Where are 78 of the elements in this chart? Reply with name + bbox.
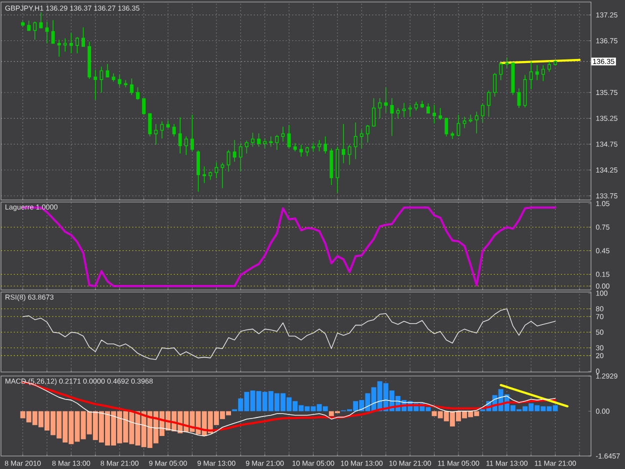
candlestick	[330, 148, 334, 186]
candlestick	[548, 61, 551, 72]
candlestick	[281, 126, 285, 142]
candlestick	[444, 118, 448, 137]
candlestick	[257, 132, 261, 148]
candlestick	[468, 114, 472, 123]
candlestick	[118, 74, 122, 88]
candlestick	[299, 144, 303, 157]
candlestick	[372, 98, 376, 127]
candlestick	[33, 21, 37, 40]
candlestick	[305, 146, 309, 156]
candlestick	[184, 136, 188, 156]
candlestick	[76, 36, 79, 54]
candlestick	[263, 138, 267, 149]
candlestick	[45, 21, 49, 44]
candlestick	[450, 131, 454, 140]
candlestick	[112, 72, 116, 82]
candlestick	[39, 12, 43, 29]
candlestick	[166, 120, 170, 129]
candlestick	[426, 102, 430, 114]
candlestick	[154, 124, 158, 146]
candlestick	[336, 146, 340, 194]
candlestick	[208, 171, 212, 180]
candlestick	[523, 74, 527, 108]
candlestick	[287, 124, 291, 149]
candlestick	[517, 88, 521, 108]
candlestick	[63, 38, 67, 52]
candlestick	[27, 20, 31, 31]
candlestick	[408, 104, 412, 118]
candlestick	[244, 140, 248, 154]
candlestick	[535, 64, 539, 80]
candlestick	[487, 90, 490, 118]
candlestick	[220, 162, 224, 189]
candlestick	[226, 149, 230, 172]
candlestick	[160, 121, 164, 139]
candlestick	[499, 62, 503, 80]
candlestick	[505, 56, 509, 69]
candlestick	[232, 140, 236, 162]
candlestick	[178, 116, 182, 154]
candlestick	[348, 144, 352, 166]
candlestick	[142, 98, 146, 116]
candlestick	[384, 86, 388, 114]
line-series	[22, 308, 556, 360]
candlestick	[106, 64, 110, 78]
candlestick	[196, 150, 200, 192]
candlestick	[474, 111, 478, 134]
candlestick	[396, 108, 400, 119]
candlestick	[214, 162, 218, 179]
candlestick	[136, 86, 140, 100]
candlestick	[94, 69, 98, 100]
candlestick	[390, 98, 394, 136]
candlestick	[130, 78, 134, 96]
candlestick	[493, 72, 497, 98]
candlestick	[511, 62, 515, 96]
candlestick	[420, 100, 424, 108]
candlestick	[57, 39, 61, 58]
candlestick	[148, 113, 152, 137]
candlestick	[172, 124, 176, 137]
candlestick	[456, 114, 460, 137]
candlestick	[324, 136, 328, 154]
candlestick	[354, 122, 358, 160]
candlestick	[529, 61, 533, 90]
candlestick	[100, 66, 104, 93]
candlestick	[82, 26, 86, 47]
candlestick	[293, 142, 297, 152]
candlestick	[462, 116, 466, 129]
candlestick	[51, 20, 55, 44]
candlestick	[88, 41, 92, 80]
candlestick	[414, 101, 418, 111]
candlestick	[554, 60, 558, 66]
candlestick	[366, 124, 370, 144]
candlestick	[541, 64, 545, 82]
candlestick	[238, 142, 242, 172]
candlestick	[402, 102, 406, 118]
candlestick	[275, 134, 279, 150]
candlestick	[269, 136, 273, 148]
candlestick	[480, 102, 484, 123]
candlestick	[342, 124, 346, 164]
